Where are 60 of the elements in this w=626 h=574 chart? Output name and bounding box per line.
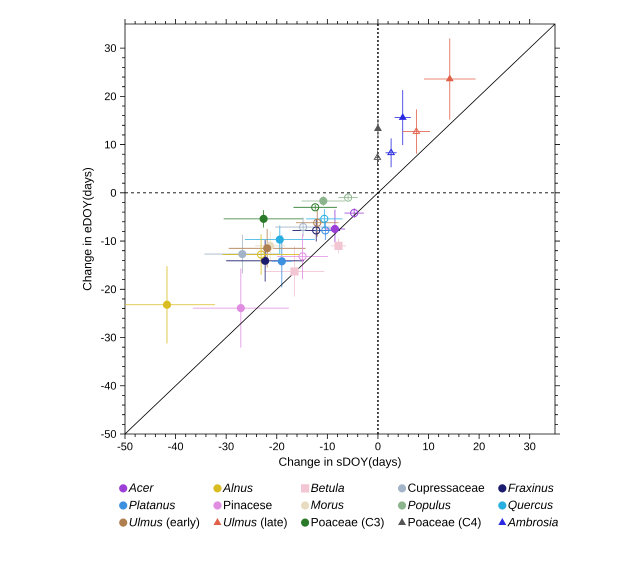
- point: [238, 250, 246, 258]
- point: [399, 113, 406, 120]
- point: [260, 214, 268, 223]
- point: [313, 218, 322, 227]
- legend-label: Ulmus (late): [224, 518, 287, 529]
- y-tick-label: 10: [105, 140, 116, 148]
- x-tick-label: -20: [269, 442, 284, 450]
- y-tick-label: -30: [101, 334, 116, 342]
- point: [412, 127, 420, 134]
- legend-label: Cupressaceae: [408, 483, 484, 494]
- point: [236, 304, 245, 312]
- y-tick-label: 30: [104, 44, 116, 52]
- y-axis-title: Change in eDOY(days): [82, 168, 94, 290]
- x-tick-label: -40: [168, 442, 184, 450]
- legend-label: Fraxinus: [508, 483, 554, 492]
- legend-label: Quercus: [508, 500, 553, 512]
- point: [290, 267, 299, 276]
- y-tick-label: -20: [101, 285, 116, 294]
- point: [278, 257, 286, 266]
- legend-label: Ambrosia: [507, 518, 558, 526]
- legend-label: Platanus: [129, 500, 176, 510]
- point: [320, 214, 328, 223]
- point: [330, 224, 340, 234]
- point: [263, 244, 272, 252]
- x-tick-label: 20: [474, 442, 485, 450]
- point: [311, 203, 320, 212]
- point: [446, 74, 454, 82]
- point: [334, 242, 343, 250]
- point: [298, 222, 308, 232]
- y-tick-label: -40: [101, 382, 116, 390]
- x-axis-title: Change in sDOY(days): [279, 457, 401, 468]
- legend-label: Pinacese: [224, 500, 272, 510]
- y-tick-label: 20: [104, 92, 116, 100]
- point: [344, 194, 352, 202]
- legend-label: Acer: [128, 484, 154, 492]
- x-tick-label: -50: [118, 442, 132, 450]
- legend-label: Populus: [408, 500, 451, 512]
- x-tick-label: 30: [524, 442, 536, 450]
- point: [162, 300, 172, 309]
- point: [298, 252, 307, 261]
- point: [321, 226, 330, 235]
- y-tick-label: -10: [101, 237, 116, 245]
- legend-label: Ulmus (early): [130, 518, 200, 529]
- legend-label: Morus: [311, 500, 344, 509]
- x-tick-label: -10: [320, 442, 335, 450]
- point: [374, 124, 382, 131]
- point: [256, 250, 266, 259]
- point: [276, 236, 284, 244]
- x-tick-label: 10: [423, 442, 434, 450]
- legend-label: Poaceae (C3): [312, 518, 384, 529]
- legend-label: Betula: [311, 483, 344, 492]
- y-tick-label: 0: [110, 188, 116, 197]
- legend-label: Alnus: [222, 483, 253, 492]
- legend-label: Poaceae (C4): [408, 518, 481, 529]
- point: [261, 256, 270, 265]
- x-tick-label: 0: [375, 442, 381, 450]
- x-tick-label: -30: [218, 442, 234, 450]
- y-tick-label: -50: [101, 430, 116, 438]
- point: [312, 226, 320, 235]
- point: [374, 154, 382, 160]
